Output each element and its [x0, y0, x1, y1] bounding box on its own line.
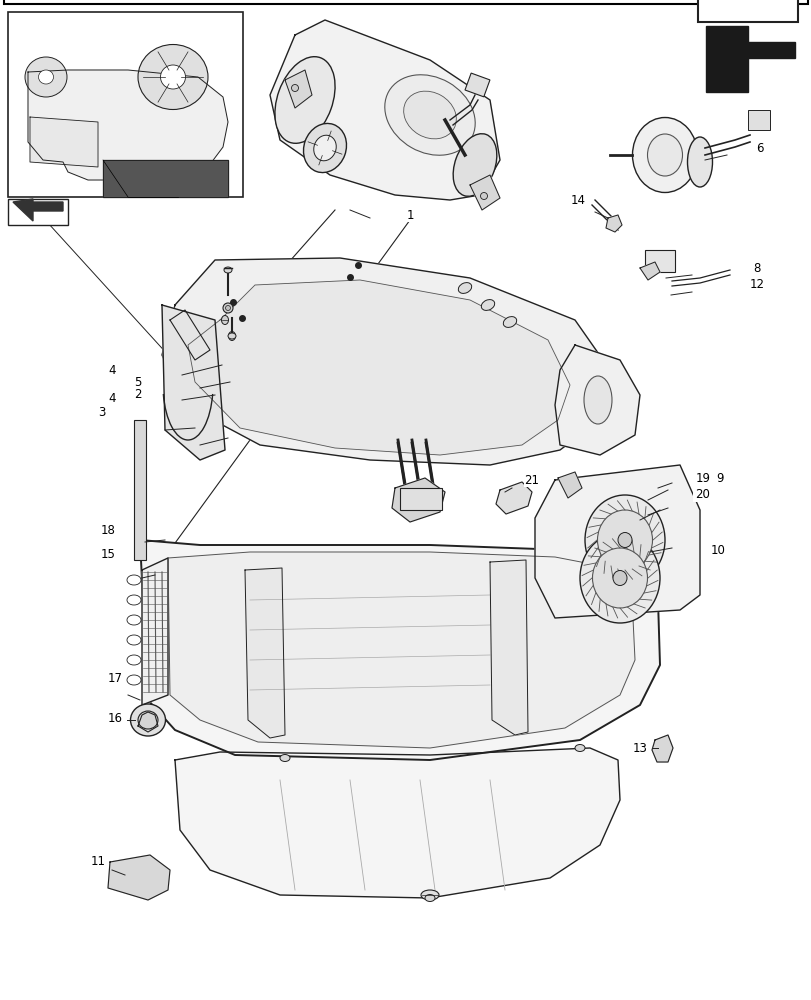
Polygon shape [103, 160, 228, 197]
Text: 16: 16 [107, 711, 122, 724]
Ellipse shape [574, 744, 584, 752]
Ellipse shape [632, 117, 697, 193]
Text: 7: 7 [693, 488, 701, 502]
Ellipse shape [597, 510, 652, 570]
Polygon shape [705, 26, 794, 92]
Ellipse shape [280, 754, 290, 762]
Bar [8, 12, 242, 197]
Ellipse shape [131, 704, 165, 736]
Bar [644, 250, 674, 272]
Text: 1: 1 [406, 209, 414, 222]
Ellipse shape [313, 135, 336, 161]
Text: 5: 5 [134, 375, 141, 388]
Ellipse shape [579, 533, 659, 623]
Ellipse shape [224, 267, 232, 273]
Polygon shape [245, 568, 285, 738]
Polygon shape [30, 117, 98, 167]
Bar [465, 73, 489, 97]
Ellipse shape [38, 70, 54, 84]
Polygon shape [605, 215, 621, 232]
Text: 14: 14 [570, 194, 585, 207]
Ellipse shape [228, 333, 236, 339]
Ellipse shape [138, 711, 158, 729]
Polygon shape [108, 855, 169, 900]
Ellipse shape [228, 332, 235, 340]
Polygon shape [175, 748, 620, 898]
Polygon shape [162, 305, 225, 460]
Polygon shape [13, 199, 63, 221]
Ellipse shape [617, 532, 631, 548]
Bar [697, 0, 797, 22]
Bar [747, 110, 769, 130]
Bar [134, 420, 146, 560]
Polygon shape [168, 552, 634, 748]
Bar [8, 199, 68, 225]
Text: 19: 19 [695, 472, 710, 485]
Ellipse shape [424, 894, 435, 902]
Polygon shape [392, 478, 444, 522]
Text: 3: 3 [98, 406, 105, 418]
Ellipse shape [138, 45, 208, 110]
Ellipse shape [687, 137, 711, 187]
Ellipse shape [275, 57, 335, 143]
Polygon shape [142, 558, 168, 705]
Polygon shape [270, 20, 500, 200]
Text: 8: 8 [753, 261, 760, 274]
Ellipse shape [221, 316, 228, 324]
Ellipse shape [583, 376, 611, 424]
Ellipse shape [291, 85, 298, 92]
Ellipse shape [480, 193, 487, 200]
Ellipse shape [223, 303, 233, 313]
Ellipse shape [592, 548, 646, 608]
Text: 9: 9 [715, 472, 723, 485]
Polygon shape [285, 70, 311, 108]
Text: 15: 15 [101, 548, 115, 562]
Ellipse shape [503, 317, 516, 327]
Text: 4: 4 [108, 391, 116, 404]
Ellipse shape [420, 890, 439, 900]
Ellipse shape [403, 91, 456, 139]
Ellipse shape [481, 300, 494, 310]
Ellipse shape [225, 306, 230, 310]
Polygon shape [162, 258, 609, 465]
Polygon shape [554, 345, 639, 455]
Text: 4: 4 [108, 363, 116, 376]
Text: 11: 11 [90, 855, 105, 868]
Polygon shape [28, 70, 228, 180]
Ellipse shape [584, 495, 664, 585]
Polygon shape [534, 465, 699, 618]
Ellipse shape [457, 283, 471, 293]
Ellipse shape [25, 57, 67, 97]
Text: 12: 12 [749, 278, 764, 292]
Text: 21: 21 [524, 474, 539, 487]
Polygon shape [639, 262, 659, 280]
Text: 6: 6 [755, 142, 763, 155]
Polygon shape [489, 560, 527, 735]
Text: 18: 18 [101, 524, 115, 536]
Text: 10: 10 [710, 544, 724, 556]
Ellipse shape [612, 570, 626, 585]
Ellipse shape [303, 123, 346, 173]
Ellipse shape [161, 65, 185, 89]
Polygon shape [470, 175, 500, 210]
Polygon shape [651, 735, 672, 762]
Polygon shape [188, 280, 569, 455]
Text: 20: 20 [695, 488, 710, 502]
Text: 2: 2 [134, 388, 142, 401]
Polygon shape [139, 540, 659, 760]
Polygon shape [496, 482, 531, 514]
Text: 13: 13 [632, 741, 646, 754]
Bar [400, 488, 441, 510]
Polygon shape [557, 472, 581, 498]
Ellipse shape [646, 134, 682, 176]
Ellipse shape [384, 75, 474, 155]
Text: 17: 17 [107, 672, 122, 684]
Ellipse shape [453, 134, 496, 196]
